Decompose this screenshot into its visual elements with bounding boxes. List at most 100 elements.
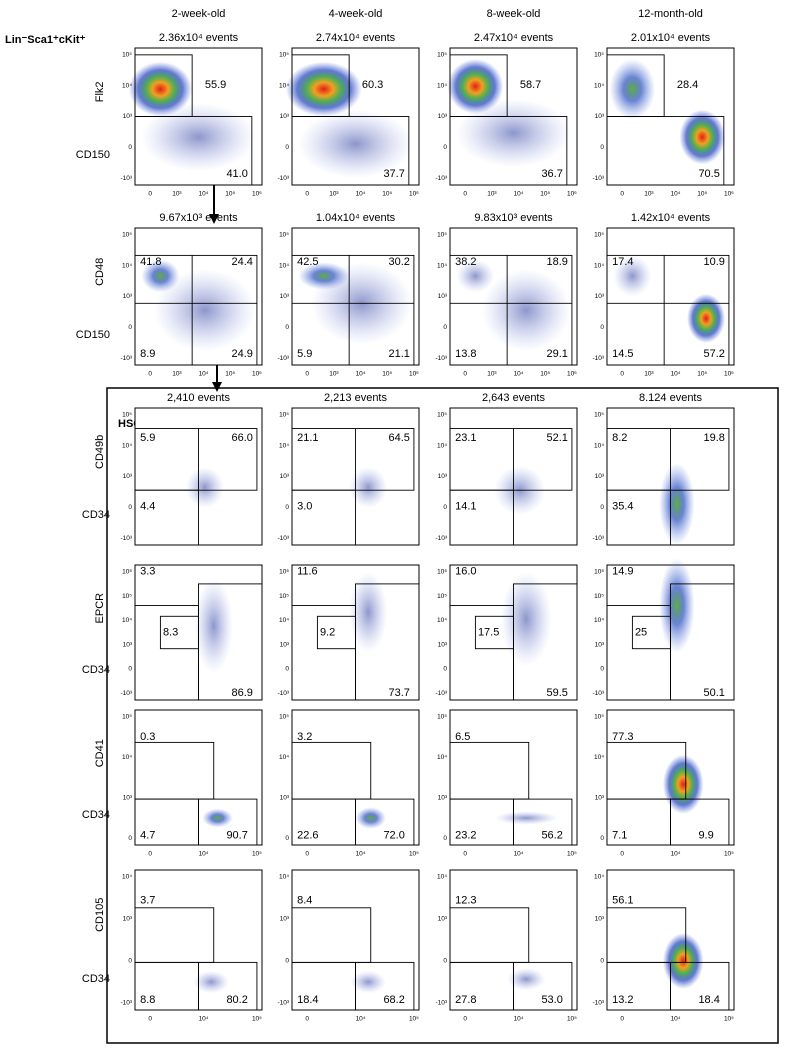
y-tick-label: 10³ [123,916,133,923]
gate-value: 23.2 [455,829,476,841]
gate-value: 11.6 [297,566,318,578]
event-count: 2.47x10⁴ events [474,32,554,44]
gate-value: 7.1 [612,829,627,841]
y-tick-label: 10⁴ [122,262,132,269]
gate-value: 19.8 [704,432,725,444]
event-count: 2,213 events [324,392,387,404]
gate-value: 50.1 [704,687,725,699]
y-tick-label: 10³ [123,293,133,300]
gate-value: 13.2 [612,994,633,1006]
column-header: 8-week-old [487,8,541,20]
y-tick-label: 10³ [280,641,290,648]
x-tick-label: 10⁵ [567,851,577,858]
x-tick-label: 0 [463,1016,467,1023]
y-tick-label: 10⁴ [122,617,132,624]
x-axis-label: CD150 [76,149,110,161]
gate-value: 70.5 [698,168,719,180]
y-axis-label: CD41 [94,739,106,767]
y-tick-label: 10⁵ [594,713,604,720]
y-tick-label: -10³ [120,175,132,182]
gate-value: 8.8 [140,994,155,1006]
y-tick-label: 0 [128,835,132,842]
x-tick-label: 10⁶ [567,191,577,198]
y-tick-label: 0 [128,504,132,511]
gate-value: 22.6 [297,829,318,841]
gate-value: 52.1 [547,432,568,444]
x-tick-label: 0 [148,1016,152,1023]
arrow-head [209,214,219,224]
gate-value: 3.7 [140,895,155,907]
column-header: 2-week-old [172,8,226,20]
gate-value: 42.5 [297,256,318,268]
gate-value: 57.2 [704,348,725,360]
y-tick-label: 0 [285,666,289,673]
x-tick-label: 10³ [644,371,654,378]
density [609,58,656,120]
x-tick-label: 0 [463,371,467,378]
y-tick-label: 10⁵ [594,412,604,419]
x-tick-label: 0 [305,191,309,198]
y-tick-label: 0 [443,504,447,511]
x-tick-label: 10⁴ [671,1016,681,1023]
gate-value: 14.1 [455,501,476,513]
x-tick-label: 10⁵ [697,371,707,378]
y-tick-label: 10⁵ [437,593,447,600]
y-tick-label: 10⁴ [594,617,604,624]
y-tick-label: 10⁴ [279,442,289,449]
y-tick-label: -10³ [120,535,132,542]
x-tick-label: 10³ [329,371,339,378]
y-tick-label: 10³ [123,113,133,120]
y-tick-label: 10³ [595,113,605,120]
y-tick-label: -10³ [120,355,132,362]
event-count: 2,643 events [482,392,545,404]
density [349,571,388,653]
y-tick-label: -10³ [592,535,604,542]
y-axis-label: CD49b [94,435,106,469]
density [355,807,386,829]
plot-frame [449,869,578,1011]
density [285,61,362,117]
gate [198,961,258,1011]
y-tick-label: 0 [443,958,447,965]
y-tick-label: 0 [285,504,289,511]
x-tick-label: 10⁶ [252,191,262,198]
gate [670,798,730,846]
y-tick-label: 10⁶ [279,568,289,575]
x-tick-label: 10⁶ [567,371,577,378]
gate-value: 27.8 [455,994,476,1006]
x-tick-label: 0 [148,371,152,378]
gate-value: 8.4 [297,895,312,907]
y-tick-label: 0 [600,958,604,965]
slam-box [106,387,779,1044]
gate [134,116,253,186]
y-tick-label: 10³ [438,473,448,480]
x-tick-label: 0 [620,851,624,858]
density [494,811,558,825]
gate [449,116,568,186]
density [507,968,546,991]
gate-value: 12.3 [455,895,476,907]
gate-value: 86.9 [232,687,253,699]
gate-value: 3.0 [297,501,312,513]
y-tick-label: 10⁵ [122,412,132,419]
y-tick-label: 10⁵ [279,713,289,720]
y-tick-label: 0 [443,324,447,331]
gate-value: 21.1 [389,348,410,360]
y-tick-label: 0 [443,144,447,151]
x-tick-label: 10⁴ [356,191,366,198]
x-tick-label: 10⁴ [514,851,524,858]
gate-value: 18.9 [547,256,568,268]
density [128,61,193,117]
x-tick-label: 10⁵ [252,851,262,858]
x-tick-label: 10⁴ [514,1016,524,1023]
density [662,754,704,814]
y-tick-label: 10⁴ [122,82,132,89]
gate [355,583,420,701]
gate [134,254,258,366]
y-tick-label: -10³ [277,175,289,182]
x-tick-label: 10⁵ [409,1016,419,1023]
density [679,109,726,165]
y-tick-label: -10³ [277,535,289,542]
x-tick-label: 10⁵ [697,191,707,198]
